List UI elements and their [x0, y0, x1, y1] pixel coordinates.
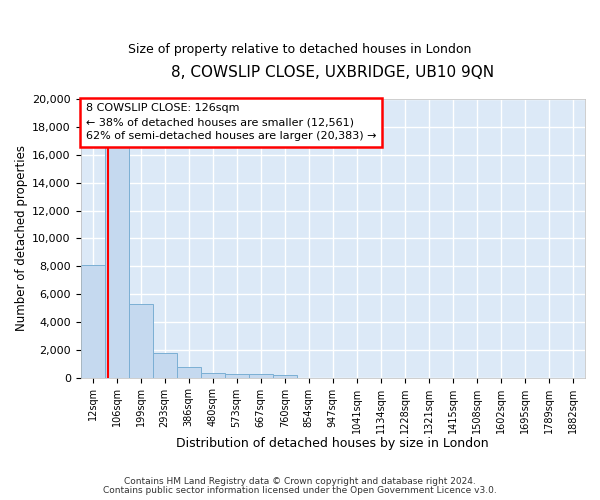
- Bar: [80, 265, 104, 378]
- X-axis label: Distribution of detached houses by size in London: Distribution of detached houses by size …: [176, 437, 489, 450]
- Bar: [224, 374, 248, 378]
- Text: Contains public sector information licensed under the Open Government Licence v3: Contains public sector information licen…: [103, 486, 497, 495]
- Text: 8 COWSLIP CLOSE: 126sqm
← 38% of detached houses are smaller (12,561)
62% of sem: 8 COWSLIP CLOSE: 126sqm ← 38% of detache…: [86, 104, 376, 142]
- Y-axis label: Number of detached properties: Number of detached properties: [15, 146, 28, 332]
- Bar: [104, 146, 128, 378]
- Bar: [128, 304, 152, 378]
- Bar: [200, 372, 224, 378]
- Bar: [152, 354, 176, 378]
- Text: Contains HM Land Registry data © Crown copyright and database right 2024.: Contains HM Land Registry data © Crown c…: [124, 477, 476, 486]
- Bar: [272, 375, 297, 378]
- Text: Size of property relative to detached houses in London: Size of property relative to detached ho…: [128, 42, 472, 56]
- Bar: [248, 374, 272, 378]
- Bar: [176, 367, 200, 378]
- Title: 8, COWSLIP CLOSE, UXBRIDGE, UB10 9QN: 8, COWSLIP CLOSE, UXBRIDGE, UB10 9QN: [171, 65, 494, 80]
